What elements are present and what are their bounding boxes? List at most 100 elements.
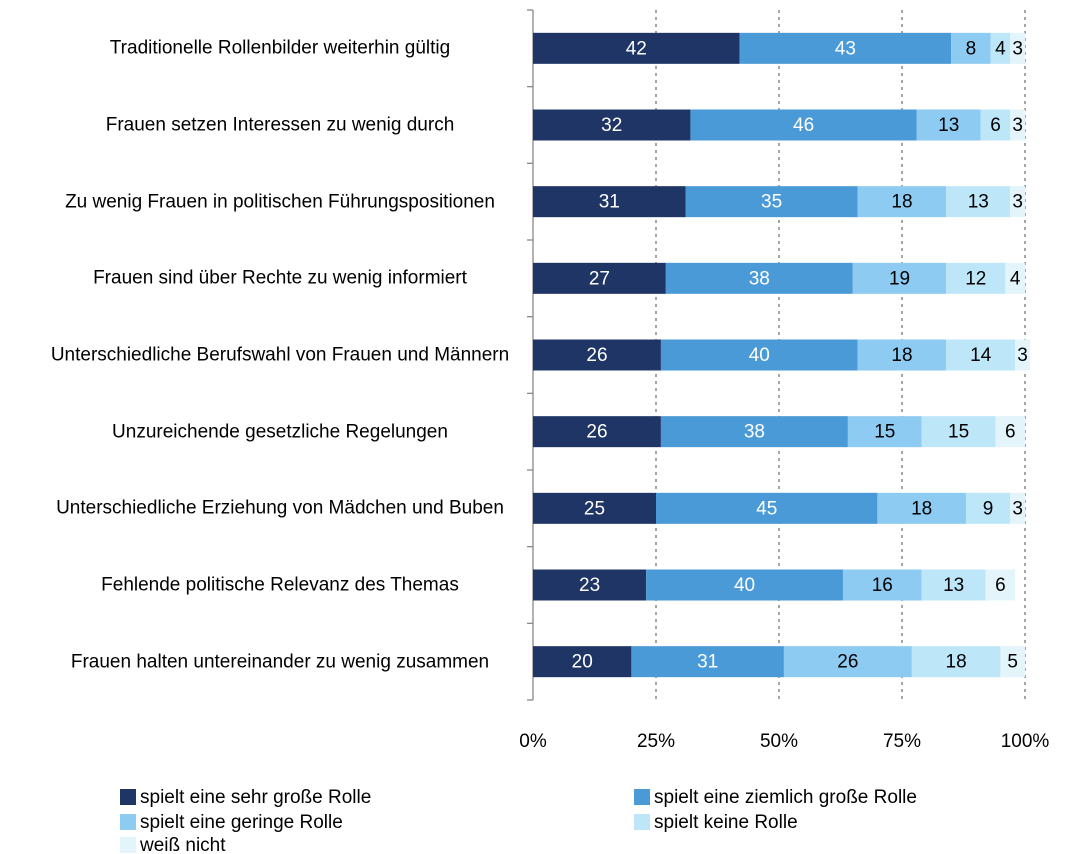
bar-segment — [1015, 339, 1030, 371]
x-tick-label: 75% — [883, 731, 921, 752]
y-tick-label: Traditionelle Rollenbilder weiterhin gül… — [109, 37, 451, 59]
data-label: 4 — [995, 38, 1006, 59]
bar-segment — [946, 262, 1006, 294]
bar-segment — [739, 32, 952, 64]
data-label: 26 — [837, 652, 858, 673]
bar-segment — [946, 339, 1016, 371]
bar-segment — [995, 416, 1025, 448]
legend-swatch — [120, 789, 136, 805]
bar-segment — [946, 186, 1011, 218]
bar-segment — [877, 492, 966, 524]
data-label: 27 — [589, 268, 610, 289]
legend-swatch — [634, 789, 650, 805]
bar-segment — [980, 109, 1011, 141]
bar-segment — [533, 186, 686, 218]
y-tick-label: Fehlende politische Relevanz des Themas — [101, 574, 459, 596]
data-label: 3 — [1012, 38, 1023, 59]
y-tick-label: Unzureichende gesetzliche Regelungen — [112, 421, 448, 443]
bar-segment — [685, 186, 858, 218]
data-label: 3 — [1012, 192, 1023, 213]
data-label: 13 — [943, 575, 964, 596]
bar-segment — [921, 569, 986, 601]
x-tick-label: 50% — [760, 731, 798, 752]
legend-label: spielt eine geringe Rolle — [140, 812, 343, 833]
bar-segment — [1010, 109, 1025, 141]
data-label: 20 — [572, 652, 593, 673]
bar-segment — [852, 262, 947, 294]
data-label: 4 — [1010, 268, 1021, 289]
bar-segment — [911, 646, 1001, 678]
data-label: 35 — [761, 192, 782, 213]
data-label: 15 — [874, 422, 895, 443]
data-label: 6 — [995, 575, 1006, 596]
bar-segment — [646, 569, 843, 601]
data-label: 3 — [1012, 115, 1023, 136]
y-tick-label: Frauen halten untereinander zu wenig zus… — [70, 651, 490, 673]
bar-segment — [1010, 492, 1025, 524]
data-label: 40 — [734, 575, 755, 596]
data-label: 38 — [749, 268, 770, 289]
data-label: 15 — [948, 422, 969, 443]
legend-label: weiß nicht — [139, 835, 226, 854]
data-label: 3 — [1012, 498, 1023, 519]
bar-segment — [533, 262, 666, 294]
bar-segment — [990, 32, 1011, 64]
bar-segment — [656, 492, 878, 524]
data-label: 3 — [1017, 345, 1028, 366]
data-label: 45 — [756, 498, 777, 519]
bar-segment — [533, 109, 691, 141]
data-label: 46 — [793, 115, 814, 136]
data-label: 23 — [579, 575, 600, 596]
x-tick-label: 0% — [519, 731, 547, 752]
bar-segment — [965, 492, 1011, 524]
bar-segment — [533, 339, 661, 371]
data-label: 9 — [983, 498, 994, 519]
data-label: 40 — [749, 345, 770, 366]
x-tick-label: 25% — [637, 731, 675, 752]
bar-segment — [1010, 32, 1025, 64]
data-label: 13 — [938, 115, 959, 136]
bar-segment — [857, 339, 947, 371]
bar-segment — [660, 416, 848, 448]
bar-segment — [533, 569, 647, 601]
bar-segment — [783, 646, 912, 678]
bar-segment — [1000, 646, 1025, 678]
y-tick-label: Frauen sind über Rechte zu wenig informi… — [93, 267, 467, 289]
y-tick-label: Unterschiedliche Berufswahl von Frauen u… — [50, 344, 510, 366]
data-label: 18 — [891, 192, 912, 213]
data-label: 18 — [946, 652, 967, 673]
y-tick-label: Frauen setzen Interessen zu wenig durch — [105, 114, 455, 136]
data-label: 12 — [965, 268, 986, 289]
data-label: 25 — [584, 498, 605, 519]
bar-segment — [1010, 186, 1025, 218]
data-label: 6 — [990, 115, 1001, 136]
bar-segment — [533, 492, 656, 524]
data-label: 18 — [911, 498, 932, 519]
data-label: 19 — [889, 268, 910, 289]
bar-segment — [842, 569, 922, 601]
bar-segment — [847, 416, 922, 448]
bar-segment — [1005, 262, 1025, 294]
legend-swatch — [120, 814, 136, 830]
data-label: 13 — [968, 192, 989, 213]
legend-swatch — [120, 837, 136, 853]
data-label: 18 — [891, 345, 912, 366]
data-label: 8 — [966, 38, 977, 59]
bar-segment — [857, 186, 947, 218]
bar-segment — [660, 339, 858, 371]
legend-label: spielt eine ziemlich große Rolle — [654, 787, 917, 808]
x-tick-label: 100% — [1001, 731, 1050, 752]
data-label: 32 — [601, 115, 622, 136]
bar-segment — [533, 646, 632, 678]
data-label: 31 — [697, 652, 718, 673]
legend-label: spielt keine Rolle — [654, 812, 798, 833]
bar-segment — [951, 32, 991, 64]
y-tick-label: Zu wenig Frauen in politischen Führungsp… — [65, 191, 495, 213]
legend-swatch — [634, 814, 650, 830]
data-label: 6 — [1005, 422, 1016, 443]
data-label: 38 — [744, 422, 765, 443]
bar-segment — [690, 109, 917, 141]
bar-segment — [533, 416, 661, 448]
